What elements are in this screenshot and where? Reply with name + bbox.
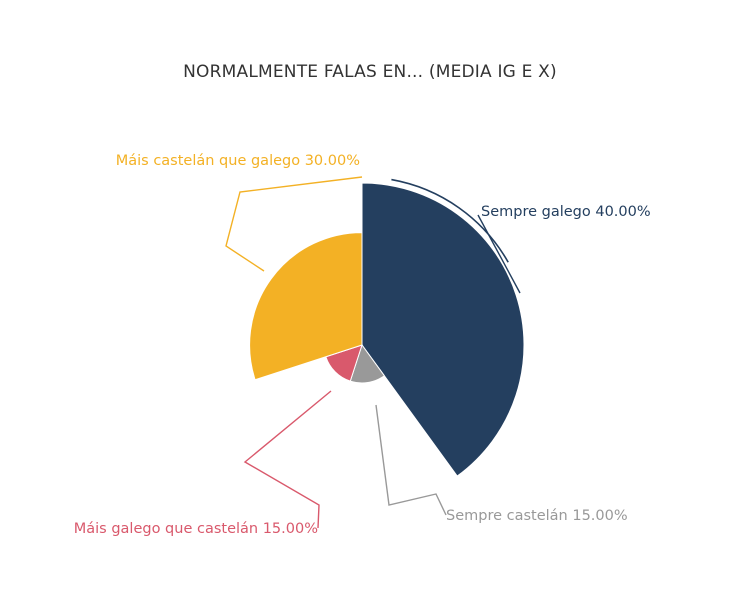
label-connector-2 (375, 404, 447, 516)
chart-title: NORMALMENTE FALAS EN... (MEDIA IG E X) (183, 62, 557, 82)
labels-layer: Sempre galego 40.00% Sempre castelán 15.0… (74, 153, 651, 537)
slices-layer (249, 182, 525, 477)
connectors-layer (225, 176, 521, 529)
pie-slice-1[interactable] (361, 182, 525, 477)
slice-label-2: Sempre castelán 15.00% (446, 508, 628, 524)
slice-label-1: Sempre galego 40.00% (481, 204, 651, 220)
slice-highlight-arc-1 (391, 178, 509, 263)
label-connector-4 (225, 176, 363, 272)
slice-label-4: Máis castelán que galego 30.00% (116, 153, 360, 169)
label-connector-1 (477, 214, 521, 294)
slice-label-3: Máis galego que castelán 15.00% (74, 521, 318, 537)
pie-slice-4[interactable] (249, 232, 363, 381)
label-connector-3 (243, 390, 332, 529)
